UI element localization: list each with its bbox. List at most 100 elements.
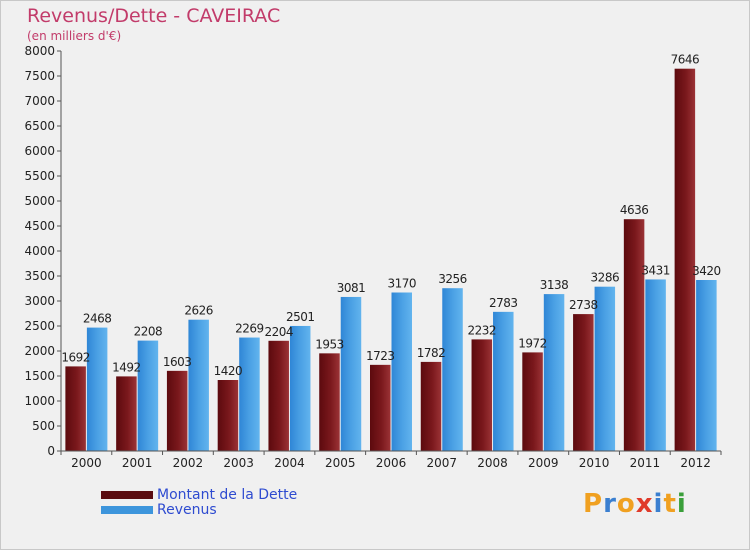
bar-debt-2007 [420,361,442,451]
y-tick-label: 4000 [24,244,55,258]
bar-debt-2004 [268,340,289,451]
bar-debt-2008 [471,339,493,451]
bar-revenue-2006 [391,292,412,451]
logo-letter: i [653,489,664,519]
data-label-debt-2003: 1420 [214,364,243,378]
legend-label-debt: Montant de la Dette [157,486,298,503]
logo-letter: x [635,489,654,519]
chart-subtitle: (en milliers d'€) [27,29,122,43]
data-label-debt-2004: 2204 [264,325,293,339]
x-tick-label-2011: 2011 [630,456,661,470]
bar-debt-2002 [166,370,188,451]
x-tick-label-2003: 2003 [223,456,254,470]
x-tick-label-2008: 2008 [477,456,508,470]
legend-item-debt: Montant de la Dette [101,486,298,503]
y-tick-label: 2500 [24,319,55,333]
y-tick-label: 4500 [24,219,55,233]
y-tick-label: 1500 [24,369,55,383]
bar-revenue-2007 [442,288,463,451]
legend: Montant de la Dette Revenus [101,486,298,518]
bar-debt-2000 [65,366,86,451]
logo-letter: t [663,489,677,519]
bar-debt-2005 [319,353,340,451]
bar-revenue-2009 [543,294,565,451]
data-label-debt-2002: 1603 [163,355,192,369]
data-label-debt-2001: 1492 [112,360,141,374]
y-tick-label: 5500 [24,169,55,183]
y-tick-label: 1000 [24,394,55,408]
bar-revenue-2011 [645,279,666,451]
chart-title: Revenus/Dette - CAVEIRAC [27,5,281,27]
logo-letter: i [676,489,687,519]
data-label-revenue-2005: 3081 [337,281,366,295]
bar-revenue-2004 [289,325,311,451]
bar-revenue-2001 [137,340,159,451]
y-tick-label: 5000 [24,194,55,208]
data-label-revenue-2010: 3286 [591,271,620,285]
y-tick-label: 3500 [24,269,55,283]
x-tick-label-2007: 2007 [426,456,457,470]
y-tick-label: 7000 [24,94,55,108]
y-tick-label: 3000 [24,294,55,308]
x-tick-label-2006: 2006 [376,456,407,470]
legend-item-revenue: Revenus [101,501,297,518]
x-tick-label-2001: 2001 [122,456,153,470]
bar-revenue-2005 [340,296,362,451]
bar-revenue-2012 [696,280,717,451]
data-label-debt-2009: 1972 [518,336,547,350]
x-tick-label-2009: 2009 [528,456,559,470]
logo-letter: r [603,489,617,519]
x-tick-label-2000: 2000 [71,456,102,470]
data-label-debt-2007: 1782 [417,346,446,360]
data-label-revenue-2011: 3431 [641,263,670,277]
y-tick-label: 500 [32,419,55,433]
data-label-revenue-2002: 2626 [184,304,213,318]
data-label-revenue-2003: 2269 [235,322,264,336]
data-label-debt-2008: 2232 [468,323,497,337]
x-tick-label-2005: 2005 [325,456,356,470]
bar-revenue-2000 [86,327,108,451]
y-tick-label: 0 [47,444,55,458]
x-tick-label-2002: 2002 [173,456,204,470]
data-label-revenue-2004: 2501 [286,310,315,324]
data-label-debt-2010: 2738 [569,298,598,312]
x-tick-label-2010: 2010 [579,456,610,470]
bar-debt-2009 [522,352,543,451]
data-label-debt-2011: 4636 [620,203,649,217]
y-tick-label: 6500 [24,119,55,133]
bar-debt-2003 [217,380,239,451]
logo-letter: P [583,489,604,519]
data-label-revenue-2007: 3256 [438,272,467,286]
data-label-debt-2000: 1692 [61,350,90,364]
bar-revenue-2003 [239,337,260,451]
bar-revenue-2008 [493,311,514,451]
bar-debt-2006 [370,364,391,451]
x-tick-label-2004: 2004 [274,456,305,470]
y-tick-label: 8000 [24,44,55,58]
legend-swatch-revenue [101,505,153,514]
data-label-revenue-2000: 2468 [83,312,112,326]
data-label-debt-2005: 1953 [315,337,344,351]
bar-debt-2011 [623,219,645,451]
legend-swatch-debt [101,490,153,499]
data-label-revenue-2012: 3420 [692,264,721,278]
data-label-debt-2012: 7646 [671,53,700,67]
data-label-revenue-2001: 2208 [134,325,163,339]
y-tick-label: 2000 [24,344,55,358]
bar-revenue-2002 [188,319,209,451]
legend-label-revenue: Revenus [157,501,217,518]
logo-letter: o [616,489,636,519]
y-tick-label: 6000 [24,144,55,158]
bar-debt-2010 [573,314,594,451]
y-tick-label: 7500 [24,69,55,83]
data-label-revenue-2008: 2783 [489,296,518,310]
bar-debt-2012 [674,68,696,451]
bar-revenue-2010 [594,286,616,451]
data-label-revenue-2009: 3138 [540,278,569,292]
bar-debt-2001 [116,376,137,451]
data-label-revenue-2006: 3170 [387,277,416,291]
proxiti-logo: Proxiti [583,489,687,519]
data-label-debt-2006: 1723 [366,349,395,363]
